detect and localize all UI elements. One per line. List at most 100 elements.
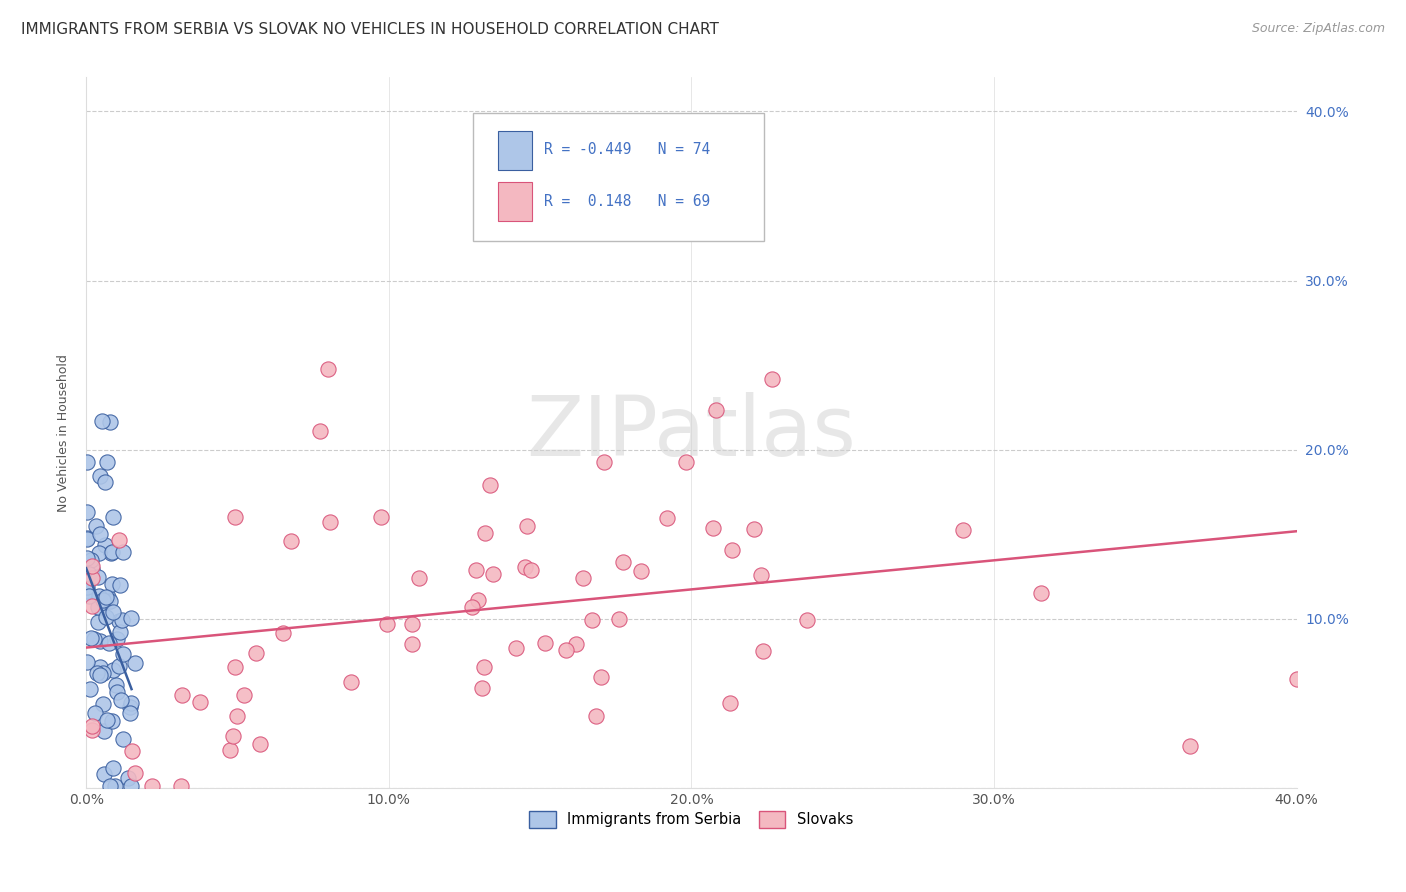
Point bbox=[591, 670, 613, 684]
Point bbox=[111, 647, 134, 661]
Point bbox=[232, 688, 254, 702]
Point bbox=[224, 510, 246, 524]
Point bbox=[482, 566, 505, 581]
Point bbox=[79, 681, 101, 696]
Point bbox=[120, 780, 142, 794]
Point bbox=[101, 663, 124, 677]
Point bbox=[76, 531, 98, 545]
Point bbox=[86, 519, 108, 533]
Point bbox=[83, 632, 105, 647]
Point bbox=[86, 569, 108, 583]
Point bbox=[93, 724, 115, 739]
Point bbox=[108, 624, 131, 639]
Point bbox=[89, 634, 111, 648]
Point bbox=[80, 553, 103, 567]
Point bbox=[188, 695, 211, 709]
Point bbox=[718, 696, 741, 710]
Point bbox=[101, 606, 124, 620]
Point bbox=[120, 696, 142, 710]
Point bbox=[1180, 739, 1202, 753]
Point bbox=[76, 455, 98, 469]
Point bbox=[465, 563, 488, 577]
Point bbox=[224, 660, 246, 674]
Point bbox=[225, 708, 247, 723]
Point bbox=[101, 544, 124, 558]
Point bbox=[120, 611, 142, 625]
Point bbox=[86, 666, 108, 681]
Point bbox=[720, 543, 742, 558]
Point bbox=[752, 644, 775, 658]
Point bbox=[101, 576, 124, 591]
Point bbox=[87, 546, 110, 560]
Y-axis label: No Vehicles in Household: No Vehicles in Household bbox=[58, 354, 70, 512]
Point bbox=[952, 523, 974, 537]
Point bbox=[101, 509, 124, 524]
Point bbox=[76, 505, 98, 519]
Point bbox=[461, 599, 484, 614]
Point bbox=[309, 424, 332, 438]
Point bbox=[76, 551, 98, 566]
Legend: Immigrants from Serbia, Slovaks: Immigrants from Serbia, Slovaks bbox=[523, 805, 859, 834]
Point bbox=[218, 742, 240, 756]
Point bbox=[249, 737, 271, 751]
Point bbox=[111, 545, 134, 559]
Point bbox=[94, 610, 117, 624]
Point bbox=[105, 632, 128, 646]
Bar bbox=[498, 131, 531, 169]
Point bbox=[121, 743, 143, 757]
Bar bbox=[498, 182, 531, 221]
Point bbox=[585, 708, 607, 723]
Point bbox=[89, 668, 111, 682]
Point bbox=[612, 555, 634, 569]
Point bbox=[96, 454, 118, 468]
Point bbox=[593, 454, 616, 468]
Point bbox=[370, 510, 392, 524]
Point bbox=[170, 780, 193, 794]
Point bbox=[104, 678, 127, 692]
Point bbox=[101, 761, 124, 775]
Point bbox=[702, 521, 724, 535]
Point bbox=[89, 660, 111, 674]
Point bbox=[96, 590, 118, 604]
Point bbox=[516, 519, 538, 533]
Point bbox=[471, 681, 494, 695]
Point bbox=[120, 700, 142, 714]
Point bbox=[704, 403, 727, 417]
Point bbox=[472, 659, 495, 673]
Point bbox=[221, 729, 243, 743]
Point bbox=[96, 714, 118, 728]
Point bbox=[87, 589, 110, 603]
Point bbox=[77, 589, 100, 603]
Point bbox=[505, 640, 527, 655]
Point bbox=[467, 592, 489, 607]
Point bbox=[375, 616, 398, 631]
Point bbox=[91, 593, 114, 607]
Point bbox=[520, 563, 543, 577]
Text: R = -0.449   N = 74: R = -0.449 N = 74 bbox=[544, 143, 710, 157]
Point bbox=[87, 600, 110, 615]
Point bbox=[1029, 586, 1052, 600]
Point bbox=[1285, 672, 1308, 686]
Point bbox=[111, 613, 134, 627]
Point bbox=[118, 706, 141, 720]
Point bbox=[82, 719, 104, 733]
Point bbox=[80, 561, 103, 575]
Point bbox=[478, 478, 501, 492]
Point bbox=[316, 362, 339, 376]
Point bbox=[555, 643, 578, 657]
Point bbox=[170, 688, 193, 702]
Point bbox=[675, 455, 697, 469]
Point bbox=[76, 583, 98, 598]
Point bbox=[79, 631, 101, 645]
Point bbox=[112, 731, 135, 746]
Point bbox=[89, 469, 111, 483]
Point bbox=[749, 568, 772, 582]
Point bbox=[76, 533, 98, 547]
Point bbox=[565, 637, 588, 651]
Point bbox=[94, 538, 117, 552]
Text: IMMIGRANTS FROM SERBIA VS SLOVAK NO VEHICLES IN HOUSEHOLD CORRELATION CHART: IMMIGRANTS FROM SERBIA VS SLOVAK NO VEHI… bbox=[21, 22, 718, 37]
Point bbox=[101, 714, 124, 728]
Point bbox=[655, 510, 678, 524]
Point bbox=[141, 780, 163, 794]
Point bbox=[572, 570, 595, 584]
